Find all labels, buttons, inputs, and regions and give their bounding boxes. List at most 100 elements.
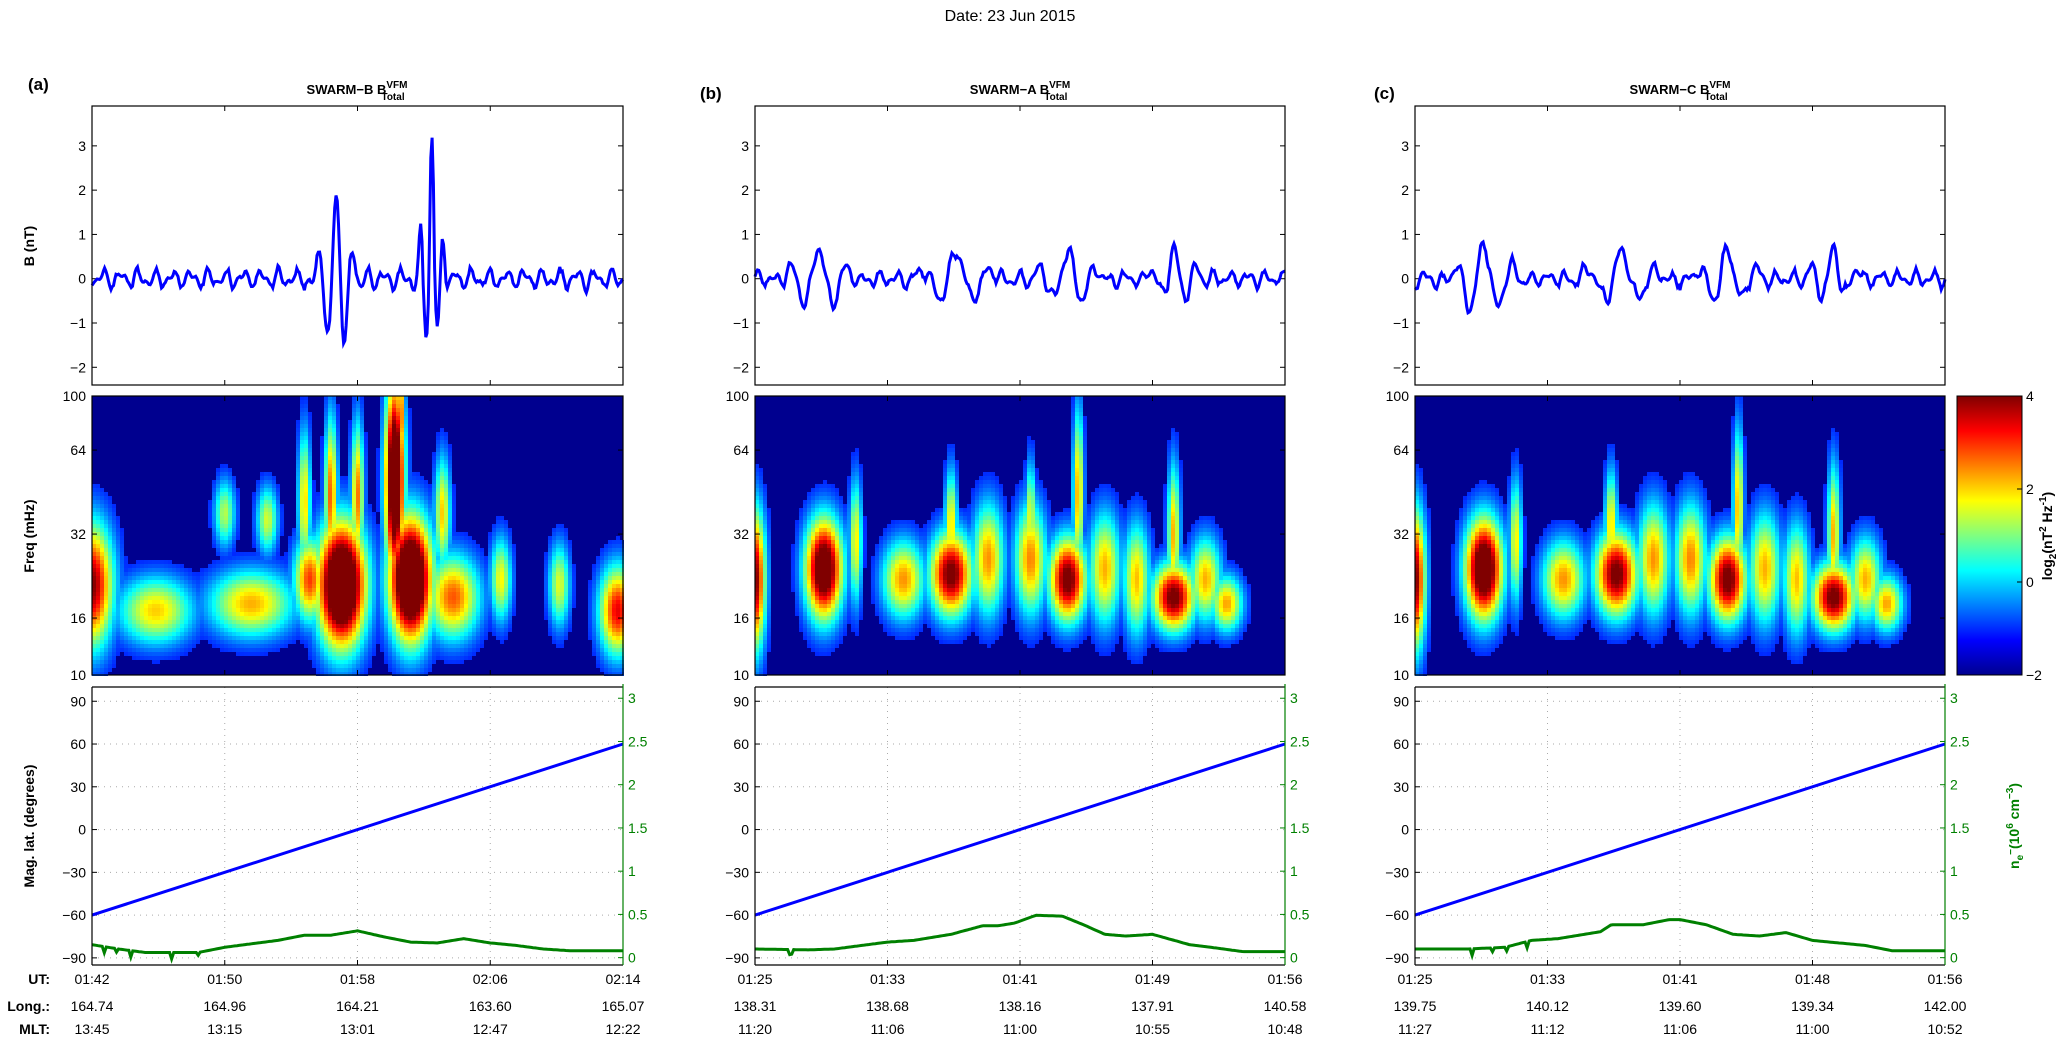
spectrogram-cell	[264, 620, 268, 624]
spectrogram-cell	[332, 420, 336, 424]
spectrogram-cell	[436, 512, 440, 516]
spectrogram-cell	[408, 568, 412, 572]
spectrogram-cell	[280, 524, 284, 528]
spectrogram-cell	[244, 648, 248, 652]
spectrogram-cell	[92, 600, 96, 604]
spectrogram-cell	[352, 660, 356, 664]
spectrogram-cell	[600, 584, 604, 588]
ytick-label: 3	[1401, 138, 1409, 154]
spectrogram-cell	[368, 644, 372, 648]
spectrogram-cell	[304, 472, 308, 476]
spectrogram-cell	[324, 512, 328, 516]
spectrogram-cell	[424, 588, 428, 592]
spectrogram-cell	[180, 624, 184, 628]
spectrogram-cell	[392, 504, 396, 508]
spectrogram-cell	[424, 512, 428, 516]
spectrogram-cell	[168, 588, 172, 592]
spectrogram-cell	[496, 632, 500, 636]
spectrogram-cell	[256, 520, 260, 524]
spectrogram-cell	[380, 568, 384, 572]
spectrogram-cell	[464, 548, 468, 552]
spectrogram-cell	[304, 516, 308, 520]
spectrogram-cell	[448, 632, 452, 636]
spectrogram-cell	[360, 604, 364, 608]
spectrogram-cell	[512, 608, 516, 612]
spectrogram-cell	[420, 636, 424, 640]
spectrogram-cell	[120, 612, 124, 616]
spectrogram-cell	[436, 448, 440, 452]
spectrogram-cell	[204, 632, 208, 636]
spectrogram-cell	[128, 648, 132, 652]
spectrogram-cell	[380, 588, 384, 592]
spectrogram-cell	[212, 580, 216, 584]
spectrogram-cell	[360, 664, 364, 668]
spectrogram-cell	[348, 468, 352, 472]
spectrogram-cell	[396, 468, 400, 472]
spectrogram-cell	[460, 564, 464, 568]
spectrogram-cell	[316, 572, 320, 576]
spectrogram-cell	[276, 580, 280, 584]
spectrogram-cell	[416, 496, 420, 500]
spectrogram-cell	[272, 624, 276, 628]
spectrogram-cell	[336, 476, 340, 480]
spectrogram-cell	[268, 608, 272, 612]
spectrogram-cell	[304, 620, 308, 624]
spectrogram-cell	[152, 596, 156, 600]
spectrogram-cell	[336, 588, 340, 592]
spectrogram-cell	[116, 624, 120, 628]
spectrogram-cell	[448, 512, 452, 516]
spectrogram-cell	[340, 524, 344, 528]
spectrogram-cell	[440, 540, 444, 544]
spectrogram-cell	[456, 600, 460, 604]
spectrogram-cell	[384, 604, 388, 608]
spectrogram-cell	[448, 508, 452, 512]
spectrogram-cell	[444, 480, 448, 484]
spectrogram-cell	[464, 620, 468, 624]
spectrogram-cell	[316, 652, 320, 656]
spectrogram-cell	[412, 648, 416, 652]
spectrogram-cell	[220, 480, 224, 484]
spectrogram-cell	[564, 588, 568, 592]
spectrogram-cell	[216, 492, 220, 496]
spectrogram-cell	[308, 448, 312, 452]
spectrogram-cell	[316, 620, 320, 624]
spectrogram-cell	[368, 568, 372, 572]
spectrogram-cell	[104, 624, 108, 628]
spectrogram-cell	[248, 616, 252, 620]
spectrogram-cell	[156, 656, 160, 660]
spectrogram-cell	[412, 560, 416, 564]
spectrogram-cell	[504, 624, 508, 628]
spectrogram-cell	[208, 612, 212, 616]
spectrogram-cell	[364, 528, 368, 532]
spectrogram-cell	[428, 580, 432, 584]
spectrogram-cell	[268, 584, 272, 588]
spectrogram-cell	[236, 552, 240, 556]
spectrogram-cell	[180, 588, 184, 592]
spectrogram-cell	[448, 568, 452, 572]
spectrogram-cell	[316, 672, 320, 676]
spectrogram-cell	[384, 428, 388, 432]
spectrogram-cell	[552, 584, 556, 588]
spectrogram-cell	[564, 612, 568, 616]
spectrogram-cell	[408, 656, 412, 660]
spectrogram-cell	[476, 552, 480, 556]
spectrogram-cell	[108, 496, 112, 500]
spectrogram-cell	[408, 464, 412, 468]
spectrogram-cell	[388, 400, 392, 404]
spectrogram-cell	[356, 596, 360, 600]
spectrogram-cell	[596, 596, 600, 600]
spectrogram-cell	[148, 604, 152, 608]
spectrogram-cell	[504, 612, 508, 616]
spectrogram-cell	[192, 616, 196, 620]
spectrogram-cell	[248, 608, 252, 612]
spectrogram-cell	[404, 408, 408, 412]
spectrogram-cell	[408, 416, 412, 420]
spectrogram-cell	[232, 612, 236, 616]
spectrogram-cell	[408, 620, 412, 624]
spectrogram-cell	[248, 584, 252, 588]
spectrogram-cell	[308, 644, 312, 648]
spectrogram-cell	[180, 596, 184, 600]
spectrogram-cell	[324, 492, 328, 496]
spectrogram-cell	[212, 620, 216, 624]
spectrogram-cell	[484, 604, 488, 608]
